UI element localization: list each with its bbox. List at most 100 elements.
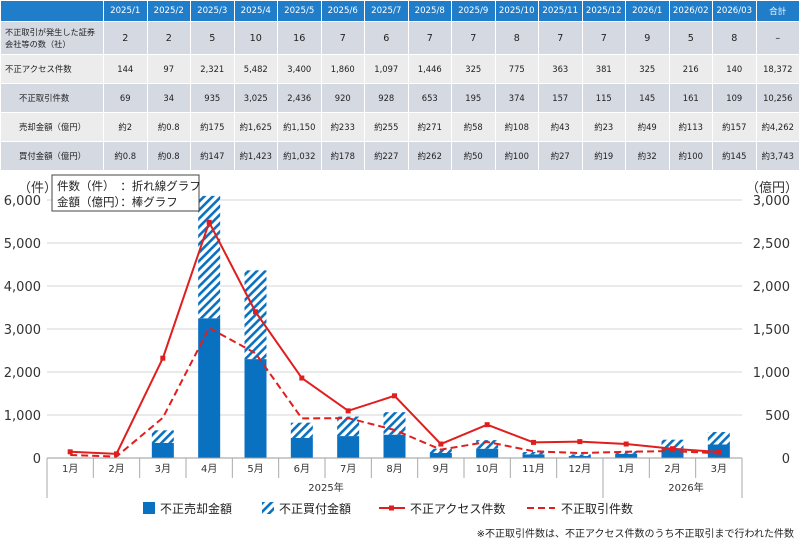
- left-axis-unit: （件）: [18, 181, 57, 196]
- legend-label-buy: 不正買付金額: [279, 501, 351, 516]
- line-marker: [206, 219, 212, 225]
- legend-swatch-buy: [262, 502, 274, 514]
- table-row: 不正取引件数 69 34 935 3,025 2,436 920 928 653 195 374 15…: [0, 83, 800, 113]
- right-tick-label: 3,000: [753, 194, 790, 209]
- line-marker: [716, 449, 722, 455]
- table-row: 不正アクセス件数 144 97 2,321 5,482 3,400 1,860 1,097 1,…: [0, 54, 800, 84]
- line-marker: [114, 451, 119, 457]
- bar-sell: [244, 359, 267, 458]
- line-marker: [67, 449, 73, 455]
- table-cell: 約2: [103, 112, 148, 142]
- x-tick-label: 4月: [201, 463, 217, 475]
- bar-buy: [707, 432, 730, 445]
- table-cell: 約27: [538, 141, 583, 171]
- line-marker: [392, 393, 397, 399]
- table-header-cell: 2025/6: [320, 0, 365, 22]
- left-tick-label: 6,000: [4, 194, 41, 209]
- bar-sell: [151, 442, 174, 458]
- table-cell: 2,436: [277, 83, 322, 113]
- table-cell: 216: [668, 54, 713, 84]
- table-cell: –: [755, 21, 800, 55]
- line-marker: [299, 375, 305, 381]
- table-cell: 7: [320, 21, 365, 55]
- table-header-cell: 2025/2: [146, 0, 191, 22]
- table-header-row: 2025/1 2025/2 2025/3 2025/4 2025/5 2025/6 2025…: [0, 0, 800, 22]
- table-cell: 109: [712, 83, 757, 113]
- line-marker: [253, 309, 258, 315]
- table-cell: 約100: [668, 141, 713, 171]
- table-cell: 325: [451, 54, 496, 84]
- right-axis-unit: （億円）: [746, 180, 798, 196]
- table-cell: 約113: [668, 112, 713, 142]
- x-tick-label: 10月: [476, 463, 499, 475]
- bar-sell: [661, 448, 684, 458]
- left-tick-label: 1,000: [4, 409, 41, 424]
- line-marker: [345, 408, 351, 414]
- line-marker: [160, 355, 166, 361]
- summary-table: 2025/1 2025/2 2025/3 2025/4 2025/5 2025/6 2025…: [0, 0, 800, 171]
- left-tick-label: 3,000: [4, 323, 41, 338]
- footnote: ※不正取引件数は、不正アクセス件数のうち不正取引まで行われた件数: [477, 527, 794, 540]
- legend-label-access: 不正アクセス件数: [410, 501, 505, 516]
- table-cell: 2: [146, 21, 191, 55]
- table-row-label: 不正取引が発生した証券会社等の数（社）: [0, 21, 104, 55]
- x-tick-label: 1月: [62, 463, 78, 475]
- table-header-cell: 2025/7: [364, 0, 409, 22]
- bar-buy: [244, 270, 267, 360]
- bar-buy: [429, 448, 452, 454]
- bar-buy: [522, 451, 545, 455]
- table-cell: 5: [668, 21, 713, 55]
- table-cell: 5: [190, 21, 235, 55]
- left-tick-label: 5,000: [4, 237, 41, 252]
- table-cell: 157: [538, 83, 583, 113]
- table-cell: 約32: [625, 141, 670, 171]
- table-header-cell: 2026/1: [625, 0, 670, 22]
- table-cell: 18,372: [755, 54, 800, 84]
- table-header-cell: 2025/11: [538, 0, 583, 22]
- line-marker: [484, 422, 490, 428]
- table-cell: 653: [407, 83, 452, 113]
- table-row-label: 不正アクセス件数: [0, 54, 104, 84]
- bar-buy: [661, 439, 684, 449]
- note-line-2: 金額（億円）：棒グラフ: [57, 195, 178, 209]
- table-cell: 7: [581, 21, 626, 55]
- legend-label-sell: 不正売却金額: [160, 501, 232, 516]
- table-header-cell: 2025/12: [581, 0, 626, 22]
- table-cell: 161: [668, 83, 713, 113]
- table-header-cell: 合計: [755, 0, 800, 22]
- line-marker: [623, 441, 629, 447]
- table-cell: 約3,743: [755, 141, 800, 171]
- line-marker: [670, 446, 675, 452]
- table-cell: 9: [625, 21, 670, 55]
- table-cell: 約23: [581, 112, 626, 142]
- left-tick-label: 0: [33, 452, 41, 467]
- table-cell: 7: [451, 21, 496, 55]
- bar-sell: [476, 448, 499, 458]
- table-cell: 140: [712, 54, 757, 84]
- x-tick-label: 3月: [155, 463, 171, 475]
- table-cell: 3,025: [233, 83, 278, 113]
- table-row-label: 不正取引件数: [0, 83, 104, 113]
- table-cell: 8: [712, 21, 757, 55]
- table-cell: 1,860: [320, 54, 365, 84]
- table-header-cell: 2025/5: [277, 0, 322, 22]
- table-cell: 約1,032: [277, 141, 322, 171]
- table-header-cell: 2025/3: [190, 0, 235, 22]
- table-row-label: 売却金額（億円）: [0, 112, 104, 142]
- x-tick-label: 12月: [568, 463, 591, 475]
- table-cell: 7: [538, 21, 583, 55]
- table-cell: 8: [494, 21, 539, 55]
- year-label-2025: 2025年: [308, 481, 343, 494]
- table-header-cell: 2025/1: [103, 0, 148, 22]
- line-marker: [531, 439, 536, 445]
- right-tick-label: 1,500: [753, 323, 790, 338]
- x-tick-label: 3月: [711, 463, 727, 475]
- left-tick-label: 4,000: [4, 280, 41, 295]
- table-cell: 約227: [364, 141, 409, 171]
- x-tick-label: 11月: [522, 463, 545, 475]
- right-tick-label: 500: [765, 409, 790, 424]
- table-cell: 363: [538, 54, 583, 84]
- table-cell: 7: [407, 21, 452, 55]
- table-row: 売却金額（億円） 約2 約0.8 約175 約1,625 約1,150 約233 約255 約2…: [0, 112, 800, 142]
